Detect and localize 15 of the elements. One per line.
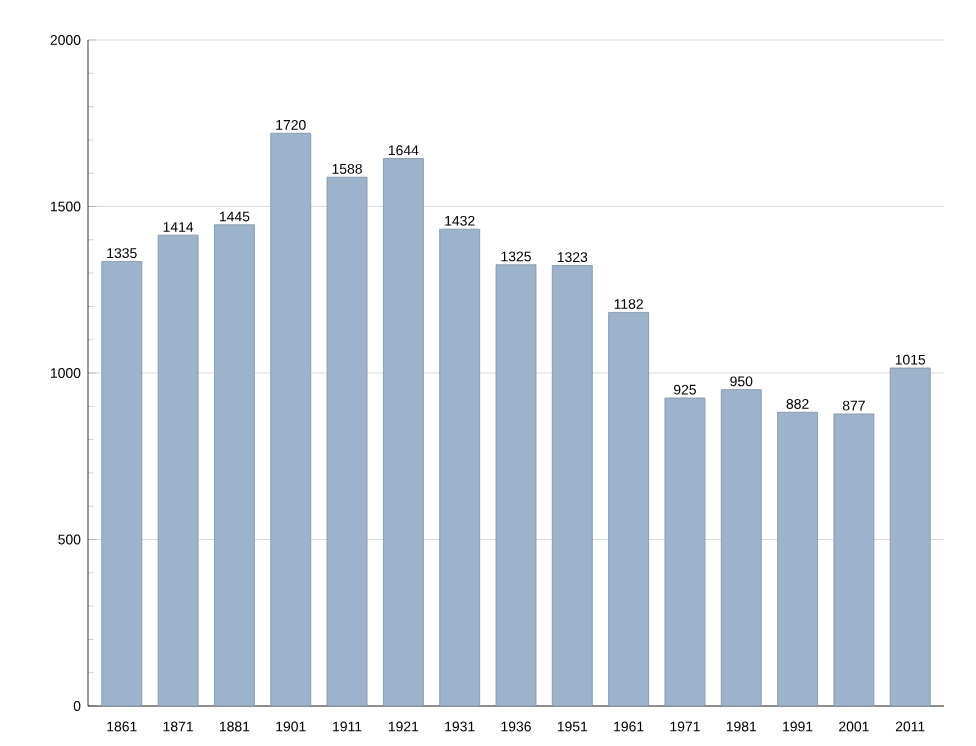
bar [495, 264, 537, 706]
bar [101, 261, 143, 706]
bar [551, 265, 593, 706]
bar [664, 397, 706, 706]
bar [833, 413, 875, 706]
bar [214, 224, 255, 706]
bar [439, 228, 481, 706]
bar [889, 367, 931, 706]
bar [326, 176, 368, 706]
bar [382, 158, 424, 706]
bar [270, 132, 312, 706]
bar [608, 311, 650, 706]
bar [157, 234, 199, 706]
bar [777, 411, 818, 706]
bar [720, 389, 762, 706]
